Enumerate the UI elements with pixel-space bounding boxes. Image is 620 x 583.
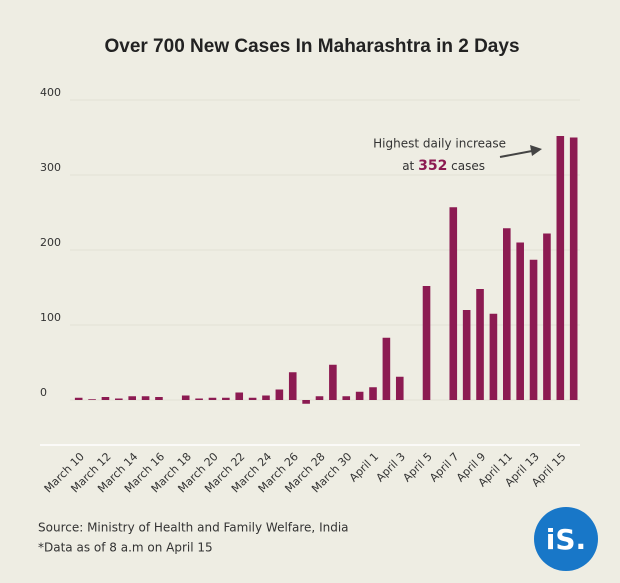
annotation-value: 352 <box>418 158 447 174</box>
bar <box>248 397 257 400</box>
bar <box>235 392 244 400</box>
bar <box>569 137 578 400</box>
bar <box>382 337 391 400</box>
y-tick-label: 400 <box>40 86 61 99</box>
logo: iS. <box>546 523 586 556</box>
annotation: at 352 cases <box>402 158 485 174</box>
annotation-arrow <box>499 150 533 158</box>
chart-title: Over 700 New Cases In Maharashtra in 2 D… <box>104 36 519 57</box>
bar <box>502 228 511 400</box>
x-tick-label: April 5 <box>400 450 434 484</box>
bar <box>556 136 565 400</box>
annotation: Highest daily increase <box>373 137 506 151</box>
bar <box>489 313 498 400</box>
bar <box>342 396 351 400</box>
source: Source: Ministry of Health and Family We… <box>38 521 349 535</box>
y-tick-label: 300 <box>40 161 61 174</box>
bar <box>422 286 431 400</box>
bar <box>128 396 137 400</box>
bar <box>476 289 484 400</box>
logo-circle <box>534 507 598 571</box>
annotation-prefix: at <box>402 159 414 173</box>
bar <box>529 259 538 400</box>
bar <box>155 397 163 400</box>
bar <box>88 399 96 400</box>
bar <box>262 395 270 400</box>
bar <box>462 310 471 400</box>
bar <box>181 395 190 400</box>
bar <box>115 398 123 400</box>
y-tick-label: 200 <box>40 236 61 249</box>
bar <box>101 397 110 400</box>
bar <box>369 387 377 400</box>
bar <box>543 233 551 400</box>
note: *Data as of 8 a.m on April 15 <box>38 541 213 555</box>
bar <box>288 372 297 400</box>
bar <box>195 398 203 400</box>
bar <box>275 389 284 400</box>
bar <box>302 400 310 404</box>
bar <box>329 364 337 400</box>
x-tick-label: April 1 <box>347 450 381 484</box>
bar <box>516 242 524 400</box>
bar <box>74 397 83 400</box>
annotation-arrowhead <box>530 145 542 156</box>
bar <box>395 376 404 400</box>
bar <box>449 207 458 400</box>
bar <box>208 397 217 400</box>
y-tick-label: 0 <box>40 386 47 399</box>
x-tick-label: April 7 <box>427 450 461 484</box>
y-tick-label: 100 <box>40 311 61 324</box>
bar <box>355 391 364 400</box>
x-tick-label: April 3 <box>374 450 408 484</box>
bar <box>222 397 230 400</box>
bar <box>141 396 150 400</box>
bar <box>315 396 324 400</box>
annotation-suffix: cases <box>451 159 485 173</box>
